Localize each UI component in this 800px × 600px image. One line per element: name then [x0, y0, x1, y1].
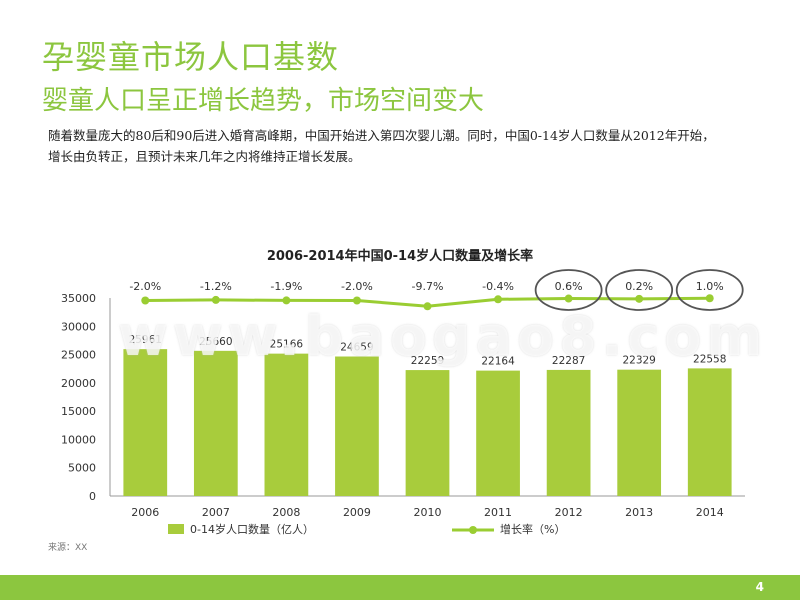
bar	[546, 369, 591, 496]
highlight-circle	[675, 269, 744, 311]
bar-value-label: 25961	[129, 334, 162, 346]
description: 随着数量庞大的80后和90后进入婚育高峰期，中国开始进入第四次婴儿潮。同时，中国…	[48, 125, 768, 167]
legend-bar-swatch	[168, 524, 184, 534]
growth-rate-label: -2.0%	[341, 280, 373, 293]
watermark: www.baogao8.com	[118, 305, 768, 368]
growth-rate-point	[705, 294, 714, 303]
growth-rate-point	[211, 295, 220, 304]
description-line-2: 增长由负转正，且预计未来几年之内将维持正增长发展。	[48, 149, 361, 164]
page-title: 孕婴童市场人口基数	[42, 38, 340, 76]
bar-value-label: 22164	[481, 356, 515, 368]
growth-rate-point	[564, 294, 573, 303]
bar	[335, 356, 379, 496]
footer-bar	[0, 575, 800, 600]
legend-line-label: 增长率（%）	[500, 522, 565, 536]
bar-value-label: 24659	[340, 342, 373, 354]
chart-title: 2006-2014年中国0-14岁人口数量及增长率	[266, 249, 534, 264]
growth-rate-point	[494, 295, 503, 304]
bar-value-label: 22558	[693, 353, 726, 365]
bar	[123, 349, 168, 496]
growth-rate-label: 0.2%	[625, 280, 653, 293]
bar	[405, 370, 450, 496]
growth-rate-point	[352, 296, 361, 305]
page-subtitle: 婴童人口呈正增长趋势，市场空间变大	[42, 86, 485, 116]
y-tick-label: 5000	[68, 462, 96, 475]
page-number: 4	[755, 580, 764, 594]
bar-value-label: 22287	[552, 355, 585, 367]
growth-rate-label: -1.9%	[270, 280, 302, 293]
bar	[193, 350, 238, 496]
x-tick-label: 2013	[625, 506, 653, 519]
bar	[617, 369, 662, 496]
source-note: 来源：XX	[48, 543, 88, 553]
bar	[476, 370, 520, 496]
bar-value-label: 25660	[199, 336, 232, 348]
y-tick-label: 30000	[61, 320, 96, 333]
highlight-circle	[534, 269, 603, 311]
y-tick-label: 20000	[61, 377, 96, 390]
bar	[687, 368, 732, 496]
y-tick-label: 35000	[61, 292, 96, 305]
description-line-1: 随着数量庞大的80后和90后进入婚育高峰期，中国开始进入第四次婴儿潮。同时，中国…	[48, 128, 715, 143]
highlight-circle	[605, 269, 674, 311]
growth-rate-label: -9.7%	[412, 280, 444, 293]
growth-rate-label: -2.0%	[129, 280, 161, 293]
y-tick-label: 25000	[61, 349, 96, 362]
x-tick-label: 2010	[414, 506, 442, 519]
growth-rate-point	[282, 296, 291, 305]
growth-rate-point	[141, 296, 150, 305]
growth-rate-label: 1.0%	[696, 280, 724, 293]
growth-rate-point	[423, 302, 432, 311]
x-tick-label: 2008	[272, 506, 300, 519]
x-tick-label: 2012	[555, 506, 583, 519]
growth-rate-label: -1.2%	[200, 280, 232, 293]
bar-value-label: 22329	[622, 355, 655, 367]
growth-rate-point	[635, 294, 644, 303]
x-tick-label: 2014	[696, 506, 724, 519]
growth-rate-label: 0.6%	[555, 280, 583, 293]
x-tick-label: 2006	[131, 506, 159, 519]
x-tick-label: 2009	[343, 506, 371, 519]
legend-line-marker	[469, 526, 477, 534]
y-tick-label: 15000	[61, 405, 96, 418]
y-tick-label: 0	[89, 490, 96, 503]
x-tick-label: 2007	[202, 506, 230, 519]
bar-value-label: 25166	[270, 339, 304, 351]
x-tick-label: 2011	[484, 506, 512, 519]
growth-rate-label: -0.4%	[482, 280, 514, 293]
bar-value-label: 22259	[411, 355, 444, 367]
y-tick-label: 10000	[61, 433, 96, 446]
bar	[264, 353, 309, 496]
legend-bar-label: 0-14岁人口数量（亿人）	[190, 522, 314, 536]
